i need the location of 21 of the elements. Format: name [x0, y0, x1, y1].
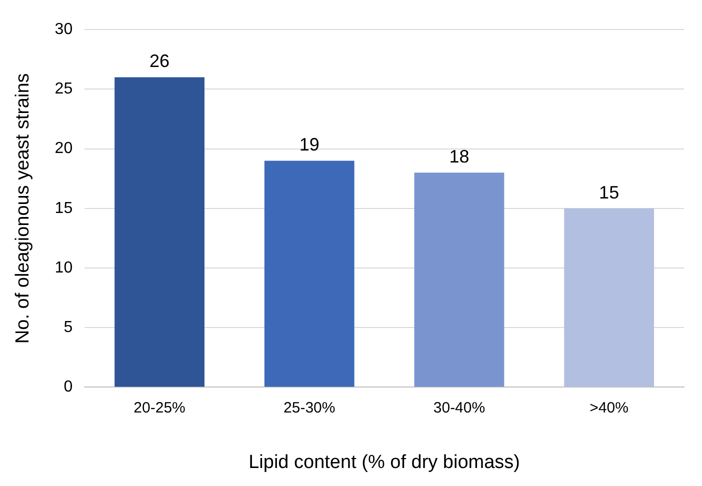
- y-tick-label: 5: [64, 319, 73, 336]
- x-axis-title: Lipid content (% of dry biomass): [248, 452, 520, 473]
- y-tick-label: 0: [64, 378, 73, 396]
- bar: [414, 172, 504, 387]
- data-label: 26: [150, 51, 170, 72]
- y-tick-label: 15: [54, 200, 73, 217]
- y-axis-title: No. of oleagionous yeast strains: [12, 73, 34, 344]
- y-tick-label: 10: [54, 259, 73, 276]
- x-tick-label: 25-30%: [284, 399, 336, 416]
- bar: [564, 208, 654, 387]
- data-label: 19: [299, 134, 320, 155]
- bar: [264, 160, 354, 387]
- y-tick-label: 25: [54, 80, 73, 98]
- data-label: 15: [599, 182, 620, 202]
- x-tick-label: 30-40%: [433, 399, 486, 416]
- data-label: 18: [449, 146, 470, 167]
- y-tick-label: 30: [54, 21, 73, 38]
- x-tick-label: >40%: [590, 399, 628, 416]
- x-tick-label: 20-25%: [134, 399, 186, 416]
- bar: [114, 77, 204, 387]
- y-tick-label: 20: [54, 140, 73, 158]
